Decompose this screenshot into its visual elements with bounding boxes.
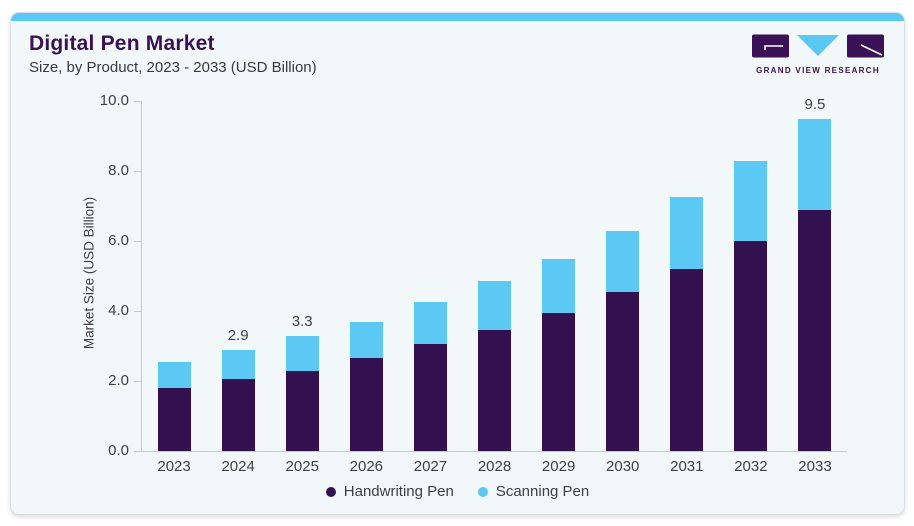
chart-header: Digital Pen Market Size, by Product, 202… [29,31,317,76]
x-tick-label: 2033 [798,458,832,475]
legend-label: Scanning Pen [495,483,590,500]
y-tick-label: 4.0 [108,302,129,319]
y-tick-mark [134,311,141,312]
bar-stack [734,160,768,451]
x-tick-label: 2023 [157,458,191,475]
legend-dot [477,486,488,497]
x-tick-label: 2026 [349,458,384,475]
bar-group-2024: 2.9 [206,101,270,451]
bar-segment-handwriting-pen [670,269,704,451]
legend-item-handwriting-pen: Handwriting Pen [325,483,454,500]
legend: Handwriting Pen Scanning Pen [11,483,904,500]
bar-segment-scanning-pen [798,118,832,210]
bar-stack [413,302,447,451]
chart-subtitle: Size, by Product, 2023 - 2033 (USD Billi… [29,59,317,77]
y-tick-mark [134,451,141,452]
bar-segment-handwriting-pen [157,388,191,451]
legend-item-scanning-pen: Scanning Pen [477,483,590,500]
bar-segment-handwriting-pen [413,344,447,451]
bar-group-2028 [462,101,526,451]
bar-segment-handwriting-pen [221,379,255,451]
bar-stack [221,349,255,451]
y-tick-mark [134,381,141,382]
y-tick-label: 10.0 [99,92,129,109]
plot-area: 0.0 2.0 4.0 6.0 8.0 10.0 2.9 3.3 9.5 2023 2024 20… [100,92,847,475]
bar-segment-scanning-pen [285,335,319,371]
gvr-logo: GRAND VIEW RESEARCH [752,34,884,75]
bar-segment-scanning-pen [349,321,383,359]
bar-segment-handwriting-pen [606,291,640,451]
x-tick-label: 2027 [413,458,448,475]
bar-segment-handwriting-pen [349,358,383,451]
x-tick-label: 2029 [541,458,576,475]
bar-segment-scanning-pen [542,258,576,313]
x-tick-label: 2028 [477,458,512,475]
y-tick-mark [134,241,141,242]
x-axis-labels: 2023 2024 2025 2026 2027 2028 2029 2030 2031 2032… [142,451,847,475]
bar-group-2031 [655,101,719,451]
bar-stack [670,197,704,451]
bar-stack [606,230,640,451]
bar-total-label: 9.5 [804,95,826,113]
bar-segment-handwriting-pen [478,330,512,451]
x-tick-label: 2030 [606,458,640,475]
bar-group-2023 [142,101,206,451]
bar-segment-scanning-pen [157,361,191,388]
bar-segment-handwriting-pen [285,370,319,451]
chart-card: Digital Pen Market Size, by Product, 202… [10,12,905,515]
bar-segment-handwriting-pen [798,209,832,451]
bar-stack [478,281,512,451]
bar-segment-scanning-pen [606,230,640,292]
bar-group-2033: 9.5 [783,96,847,451]
x-tick-label: 2032 [734,458,768,475]
y-tick-label: 8.0 [108,162,129,179]
bar-group-2030 [591,101,655,451]
bar-stack [285,335,319,451]
bars-row: 2.9 3.3 9.5 [142,96,847,451]
x-tick-label: 2024 [221,458,255,475]
bar-stack [542,258,576,451]
y-tick-mark [134,101,141,102]
bar-stack [349,321,383,451]
y-axis-title: Market Size (USD Billion) [81,196,97,350]
bar-stack [157,361,191,451]
bar-segment-handwriting-pen [542,312,576,451]
bar-group-2027 [398,101,462,451]
y-tick-mark [134,171,141,172]
y-tick-label: 0.0 [108,442,129,459]
x-tick-label: 2025 [285,458,319,475]
bar-group-2025: 3.3 [270,101,334,451]
bar-total-label: 2.9 [227,326,249,344]
bar-stack [798,118,832,451]
bar-total-label: 3.3 [291,312,313,330]
bar-group-2026 [334,101,398,451]
y-tick-label: 6.0 [108,232,129,249]
x-tick-label: 2031 [670,458,704,475]
gvr-logo-icon [752,34,884,58]
bar-segment-handwriting-pen [734,241,768,451]
bar-segment-scanning-pen [478,281,512,331]
bar-group-2032 [719,101,783,451]
bar-segment-scanning-pen [413,302,447,345]
chart-title: Digital Pen Market [29,32,215,55]
bar-group-2029 [527,101,591,451]
legend-dot [325,486,336,497]
y-tick-label: 2.0 [108,372,129,389]
legend-label: Handwriting Pen [343,483,454,500]
gvr-logo-text: GRAND VIEW RESEARCH [756,66,880,75]
card-accent-bar [11,13,904,21]
bar-segment-scanning-pen [734,160,768,241]
bar-segment-scanning-pen [221,349,255,380]
bar-segment-scanning-pen [670,197,704,269]
